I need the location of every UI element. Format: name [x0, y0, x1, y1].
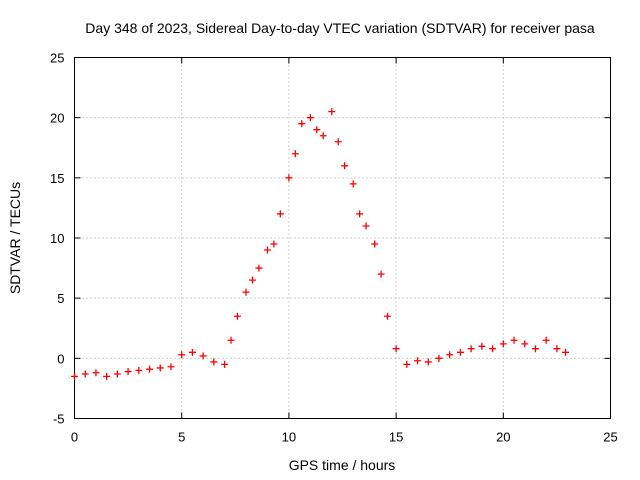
- data-point: [362, 222, 370, 230]
- data-points: [71, 108, 569, 380]
- data-point: [285, 174, 293, 182]
- data-point: [210, 358, 218, 366]
- data-point: [178, 351, 186, 359]
- data-point: [233, 312, 241, 320]
- x-tick-label: 5: [178, 430, 185, 445]
- grid: [74, 57, 611, 419]
- data-point: [313, 126, 321, 134]
- data-point: [199, 352, 207, 360]
- data-point: [103, 372, 111, 380]
- x-tick-label: 20: [496, 430, 510, 445]
- data-point: [334, 138, 342, 146]
- data-point: [531, 345, 539, 353]
- data-point: [456, 348, 464, 356]
- data-point: [113, 370, 121, 378]
- data-point: [499, 340, 507, 348]
- chart-title: Day 348 of 2023, Sidereal Day-to-day VTE…: [85, 20, 595, 36]
- x-tick-label: 15: [389, 430, 403, 445]
- data-point: [255, 264, 263, 272]
- data-point: [135, 366, 143, 374]
- data-point: [270, 240, 278, 248]
- data-point: [167, 363, 175, 371]
- data-point: [384, 312, 392, 320]
- data-point: [248, 276, 256, 284]
- data-point: [553, 345, 561, 353]
- data-point: [306, 114, 314, 122]
- x-tick-label: 0: [71, 430, 78, 445]
- data-point: [467, 345, 475, 353]
- data-point: [489, 345, 497, 353]
- data-point: [146, 365, 154, 373]
- data-point: [349, 180, 357, 188]
- data-point: [71, 372, 78, 380]
- data-point: [377, 270, 385, 278]
- y-tick-label: 5: [57, 291, 64, 306]
- data-point: [156, 364, 164, 372]
- data-point: [478, 342, 486, 350]
- y-tick-label: 25: [50, 51, 64, 66]
- data-point: [328, 108, 336, 116]
- data-point: [188, 348, 196, 356]
- data-point: [392, 345, 400, 353]
- data-point: [542, 336, 550, 344]
- data-point: [414, 357, 422, 365]
- data-point: [371, 240, 379, 248]
- data-point: [510, 336, 518, 344]
- data-point: [298, 120, 306, 128]
- data-point: [356, 210, 364, 218]
- data-point: [221, 360, 229, 368]
- data-point: [341, 162, 349, 170]
- data-point: [242, 288, 250, 296]
- data-point: [521, 340, 529, 348]
- y-tick-label: 10: [50, 231, 64, 246]
- data-point: [319, 132, 327, 140]
- y-tick-label: 0: [57, 351, 64, 366]
- axis-ticks: 0 5 10 15 20 25 -5 0 5 10 15 20 25: [50, 51, 618, 445]
- data-point: [81, 370, 89, 378]
- data-point: [92, 369, 100, 377]
- data-point: [124, 368, 132, 376]
- data-point: [276, 210, 284, 218]
- y-tick-label: -5: [53, 412, 65, 427]
- data-point: [403, 360, 411, 368]
- data-point: [227, 336, 235, 344]
- x-axis-label: GPS time / hours: [289, 457, 396, 473]
- data-point: [291, 150, 299, 158]
- x-tick-label: 10: [282, 430, 296, 445]
- y-tick-label: 15: [50, 171, 64, 186]
- x-tick-label: 25: [603, 430, 617, 445]
- data-point: [435, 354, 443, 362]
- data-point: [561, 348, 569, 356]
- data-point: [446, 351, 454, 359]
- data-point: [424, 358, 432, 366]
- y-tick-label: 20: [50, 111, 64, 126]
- data-point: [263, 246, 271, 254]
- y-axis-label: SDTVAR / TECUs: [7, 182, 23, 294]
